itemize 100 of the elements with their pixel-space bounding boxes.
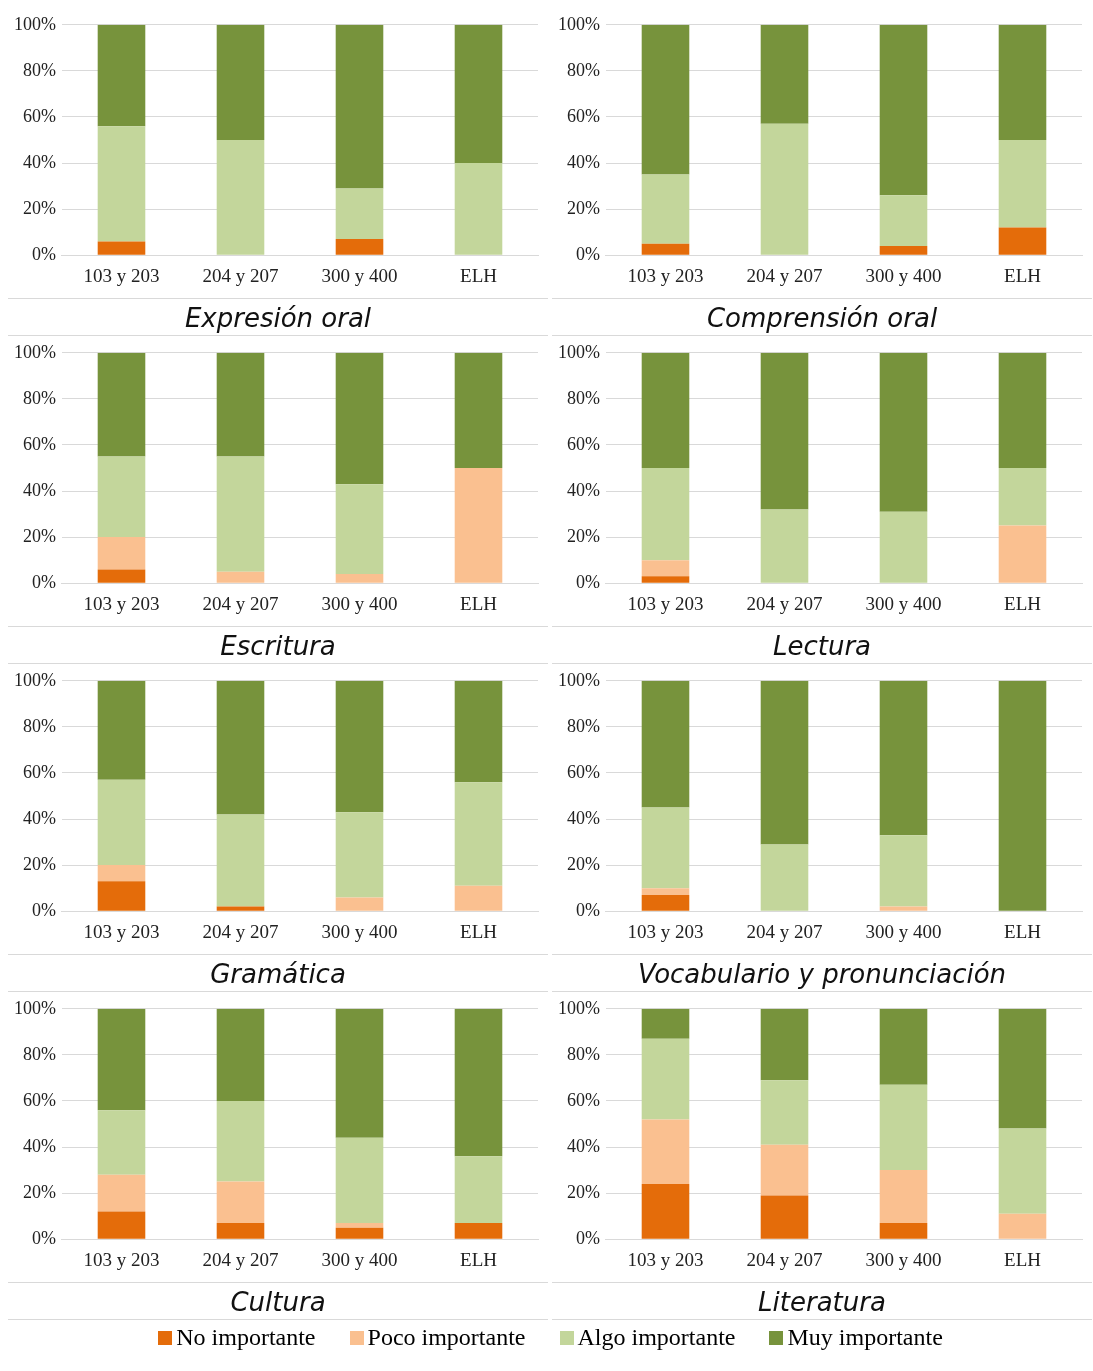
bar (760, 844, 809, 911)
bar (335, 352, 384, 485)
y-tick-label: 60% (22, 761, 56, 782)
bar (335, 239, 384, 255)
text: Vocabulario y pronunciación (552, 954, 1092, 991)
x-tick-label: ELH (1004, 264, 1042, 286)
bar (216, 1223, 265, 1239)
y-tick-label: 100% (13, 669, 56, 690)
bar (879, 24, 928, 196)
bar (998, 680, 1047, 911)
bar (97, 1174, 146, 1212)
bar (216, 571, 265, 583)
bar (97, 1211, 146, 1239)
y-tick-label: 20% (22, 1181, 56, 1202)
legend-label: Algo importante (577, 1324, 736, 1351)
x-tick-label: 300 y 400 (321, 264, 398, 286)
bar (454, 163, 503, 255)
bar (216, 1181, 265, 1224)
y-tick-label: 100% (13, 997, 56, 1018)
bar (97, 680, 146, 780)
y-tick-label: 0% (31, 899, 56, 920)
text: Escritura (8, 626, 548, 663)
bar (641, 680, 690, 808)
y-tick-label: 40% (22, 807, 56, 828)
bar (760, 1144, 809, 1196)
bar (641, 576, 690, 583)
y-tick-label: 60% (566, 761, 600, 782)
bar (216, 1100, 265, 1182)
y-tick-label: 100% (13, 341, 56, 362)
bar (998, 140, 1047, 228)
y-tick-label: 60% (566, 433, 600, 454)
x-tick-label: ELH (460, 1248, 498, 1270)
bar (454, 885, 503, 911)
bar (879, 1170, 928, 1224)
bar (97, 865, 146, 882)
bar (879, 245, 928, 255)
bar (454, 782, 503, 886)
x-tick-label: 204 y 207 (202, 264, 279, 286)
y-tick-label: 80% (22, 715, 56, 736)
x-tick-label: ELH (1004, 592, 1042, 614)
bar (97, 241, 146, 255)
x-tick-label: 204 y 207 (746, 592, 823, 614)
text: Gramática (8, 954, 548, 991)
legend-label: Muy importante (787, 1324, 943, 1351)
y-tick-label: 40% (566, 807, 600, 828)
bar (641, 895, 690, 911)
y-tick-label: 100% (13, 13, 56, 34)
bar (998, 24, 1047, 140)
bar (641, 1038, 690, 1120)
y-tick-label: 0% (575, 1227, 600, 1248)
bar (641, 807, 690, 889)
bar (216, 140, 265, 255)
bar (97, 881, 146, 911)
y-tick-label: 20% (566, 197, 600, 218)
bar (454, 1008, 503, 1157)
text: Comprensión oral (552, 298, 1092, 335)
x-tick-label: ELH (1004, 920, 1042, 942)
y-tick-label: 0% (575, 899, 600, 920)
bar (454, 24, 503, 164)
bar (97, 352, 146, 457)
bar (97, 126, 146, 242)
bar (216, 352, 265, 457)
bar (97, 569, 146, 583)
y-tick-label: 60% (22, 105, 56, 126)
y-tick-label: 0% (575, 571, 600, 592)
y-tick-label: 100% (557, 669, 600, 690)
bar (97, 24, 146, 127)
x-tick-label: 103 y 203 (627, 592, 704, 614)
bar (641, 468, 690, 561)
y-tick-label: 100% (557, 13, 600, 34)
bar (641, 1119, 690, 1184)
bar (879, 352, 928, 512)
bar (454, 1223, 503, 1239)
bar (760, 509, 809, 583)
y-tick-label: 40% (566, 151, 600, 172)
y-tick-label: 80% (22, 59, 56, 80)
bar (879, 1008, 928, 1085)
bar (879, 680, 928, 836)
bar (97, 456, 146, 538)
y-tick-label: 40% (22, 1135, 56, 1156)
bar (335, 1223, 384, 1228)
x-tick-label: 204 y 207 (746, 920, 823, 942)
bar (760, 680, 809, 845)
bar (97, 1110, 146, 1175)
bar (335, 484, 384, 574)
bar (335, 188, 384, 240)
bar (998, 468, 1047, 526)
y-tick-label: 40% (566, 1135, 600, 1156)
bar (879, 195, 928, 246)
bar (216, 24, 265, 140)
bar (641, 174, 690, 244)
bar (998, 352, 1047, 468)
bar (216, 680, 265, 815)
x-tick-label: 300 y 400 (865, 592, 942, 614)
x-tick-label: 103 y 203 (627, 264, 704, 286)
y-tick-label: 20% (22, 853, 56, 874)
bar (335, 1137, 384, 1224)
x-tick-label: 300 y 400 (865, 264, 942, 286)
bar (760, 1195, 809, 1239)
bar (454, 352, 503, 468)
